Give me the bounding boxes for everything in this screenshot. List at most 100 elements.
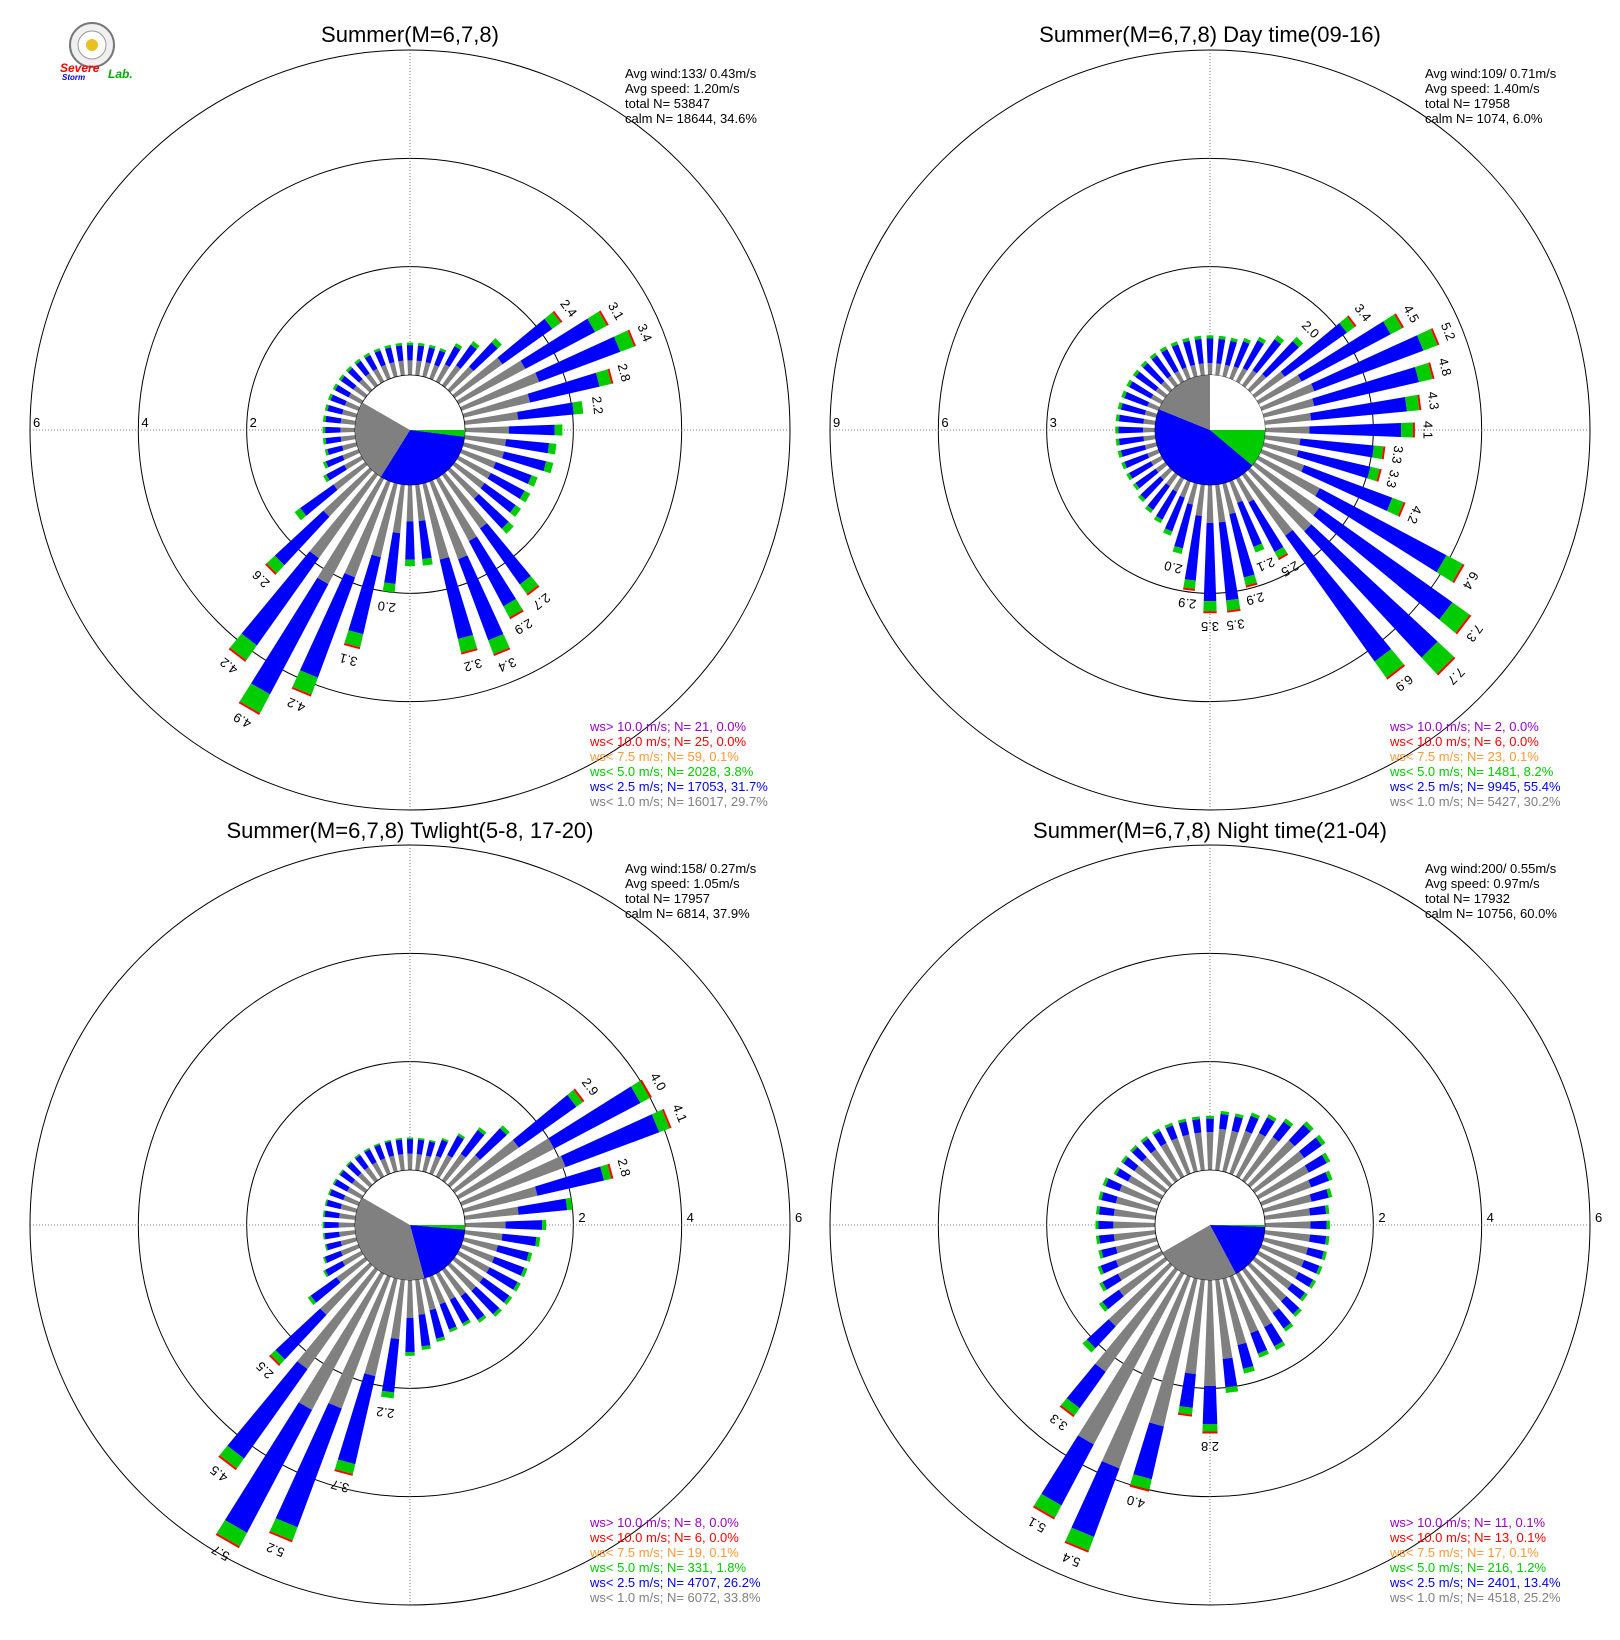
bar-segment-lt5 bbox=[651, 1109, 670, 1133]
bar-segment-lt1 bbox=[1264, 1230, 1311, 1242]
bar-segment-lt1 bbox=[1185, 1279, 1205, 1375]
bar-segment-lt5 bbox=[1115, 426, 1119, 434]
bar-segment-lt5 bbox=[338, 1169, 344, 1176]
bar-value-label: 3.2 bbox=[462, 656, 483, 675]
bar-segment-lt1 bbox=[365, 373, 379, 388]
bar-segment-lt5 bbox=[354, 1153, 361, 1159]
bar-segment-lt2-5 bbox=[330, 394, 347, 406]
bar-segment-lt1 bbox=[1179, 480, 1191, 498]
bar-segment-lt5 bbox=[1250, 1112, 1260, 1119]
stat-line: total N= 17957 bbox=[625, 891, 710, 906]
bar-segment-lt5 bbox=[292, 670, 318, 695]
bar-segment-lt2-5 bbox=[324, 1210, 340, 1219]
bar-segment-lt1 bbox=[372, 1162, 385, 1179]
calm-sector bbox=[354, 1197, 425, 1280]
bar-segment-lt2-5 bbox=[1311, 335, 1424, 392]
bar-segment-lt2-5 bbox=[527, 372, 600, 403]
bar-segment-lt1 bbox=[452, 1139, 519, 1194]
bar-segment-lt1 bbox=[452, 357, 503, 399]
bar-value-label: 2.0 bbox=[1299, 318, 1322, 341]
bar-segment-lt1 bbox=[1241, 1267, 1279, 1314]
bar-segment-lt1 bbox=[460, 372, 540, 411]
bar-value-label: 2.9 bbox=[1245, 589, 1266, 608]
bar-segment-lt1 bbox=[1256, 374, 1302, 405]
bar-segment-lt2-5 bbox=[455, 344, 477, 369]
bar-segment-lt2-5 bbox=[469, 342, 498, 371]
bar-segment-lt5 bbox=[322, 437, 327, 445]
bar-segment-lt2-5 bbox=[1309, 1189, 1329, 1202]
bar-segment-lt1 bbox=[338, 1222, 356, 1228]
bar-segment-lt2-5 bbox=[1102, 1273, 1122, 1290]
bar-segment-lt2-5 bbox=[1245, 1115, 1259, 1134]
bar-segment-lt5 bbox=[567, 1089, 583, 1107]
bar-segment-lt5 bbox=[527, 475, 538, 487]
bar-segment-lt2-5 bbox=[486, 1267, 518, 1290]
bar-segment-lt1 bbox=[380, 1158, 391, 1175]
bar-segment-lt1 bbox=[452, 461, 485, 489]
bar-segment-lt2-5 bbox=[1135, 371, 1159, 392]
panel-title: Summer(M=6,7,8) Twlight(5-8, 17-20) bbox=[226, 818, 593, 843]
lab-logo: Severe Storm Lab. bbox=[60, 22, 133, 82]
bar-segment-lt1 bbox=[1252, 371, 1285, 399]
bar-segment-lt5 bbox=[1225, 1385, 1239, 1394]
bar-segment-lt1 bbox=[1235, 1132, 1266, 1179]
bar-segment-lt2-5 bbox=[460, 1292, 485, 1321]
bar-value-label: 6.9 bbox=[1393, 672, 1416, 695]
bar-segment-lt5 bbox=[322, 426, 326, 434]
bar-segment-lt1 bbox=[1247, 1140, 1295, 1188]
bar-segment-lt10 bbox=[343, 643, 361, 650]
stat-line: total N= 53847 bbox=[625, 96, 710, 111]
bar-segment-lt1 bbox=[422, 362, 431, 378]
bar-segment-lt5 bbox=[1203, 601, 1217, 612]
bar-segment-lt2-5 bbox=[1184, 515, 1202, 581]
bar-segment-lt5 bbox=[1326, 1188, 1333, 1198]
bar-value-label: 4.8 bbox=[1436, 356, 1455, 377]
bar-segment-lt2-5 bbox=[501, 1233, 537, 1247]
bar-segment-lt2-5 bbox=[479, 523, 531, 585]
bar-segment-lt5 bbox=[513, 1282, 521, 1292]
bar-segment-lt2-5 bbox=[1222, 1357, 1238, 1388]
bar-segment-lt5 bbox=[1421, 641, 1454, 674]
bar-segment-lt1 bbox=[1127, 1175, 1164, 1200]
bar-segment-lt5 bbox=[1274, 1341, 1286, 1351]
bar-value-label: 5.2 bbox=[264, 1540, 286, 1561]
bar-value-label: 4.2 bbox=[217, 655, 240, 678]
panel-summer-nighttime: 2 4 6 2.8 4.0 5.4 5.1 3.3 Summer(M=6,7,8) Night … bbox=[829, 818, 1602, 1606]
bar-segment-lt1 bbox=[1143, 418, 1156, 425]
bar-segment-lt5 bbox=[1194, 335, 1202, 340]
bar-segment-lt1 bbox=[1222, 482, 1236, 515]
bar-segment-lt5 bbox=[448, 1326, 458, 1333]
bar-segment-lt5 bbox=[322, 1210, 326, 1217]
bar-segment-lt1 bbox=[1229, 1130, 1252, 1175]
bar-segment-lt5 bbox=[1367, 466, 1380, 482]
bar-value-label: 4.0 bbox=[647, 1070, 669, 1093]
legend-entry: ws< 5.0 m/s; N= 216, 1.2% bbox=[1389, 1560, 1547, 1575]
bar-value-label: 2.0 bbox=[377, 598, 397, 615]
bar-segment-lt2-5 bbox=[429, 1308, 445, 1339]
bar-segment-lt5 bbox=[229, 633, 257, 661]
bar-segment-lt5 bbox=[322, 415, 327, 423]
bar-segment-lt2-5 bbox=[517, 402, 574, 420]
bar-segment-lt1 bbox=[1262, 398, 1315, 418]
bar-segment-lt1 bbox=[1095, 1267, 1179, 1372]
bar-segment-lt10 bbox=[334, 1469, 353, 1476]
ring-label: 4 bbox=[1487, 1210, 1494, 1225]
logo-seal-center bbox=[86, 39, 98, 51]
bar-segment-lt5 bbox=[354, 358, 361, 365]
ring-label: 2 bbox=[250, 415, 257, 430]
bar-segment-lt10 bbox=[215, 1533, 240, 1549]
bar-segment-lt10 bbox=[1177, 1412, 1193, 1417]
bar-segment-lt1 bbox=[422, 1155, 431, 1173]
bar-segment-lt2-5 bbox=[1118, 414, 1145, 424]
logo-text-lab: Lab. bbox=[108, 67, 133, 81]
bar-segment-lt1 bbox=[1215, 363, 1222, 376]
stat-line: total N= 17932 bbox=[1425, 891, 1510, 906]
bar-segment-lt1 bbox=[452, 1256, 484, 1283]
bar-segment-lt10 bbox=[607, 1163, 614, 1179]
bar-segment-lt1 bbox=[336, 1256, 368, 1283]
bar-segment-lt2-5 bbox=[439, 557, 474, 640]
bar-segment-lt10 bbox=[265, 563, 277, 575]
legend-entry: ws< 1.0 m/s; N= 6072, 33.8% bbox=[589, 1590, 761, 1605]
calm-sector bbox=[355, 402, 410, 477]
ring-label: 6 bbox=[1595, 1210, 1602, 1225]
